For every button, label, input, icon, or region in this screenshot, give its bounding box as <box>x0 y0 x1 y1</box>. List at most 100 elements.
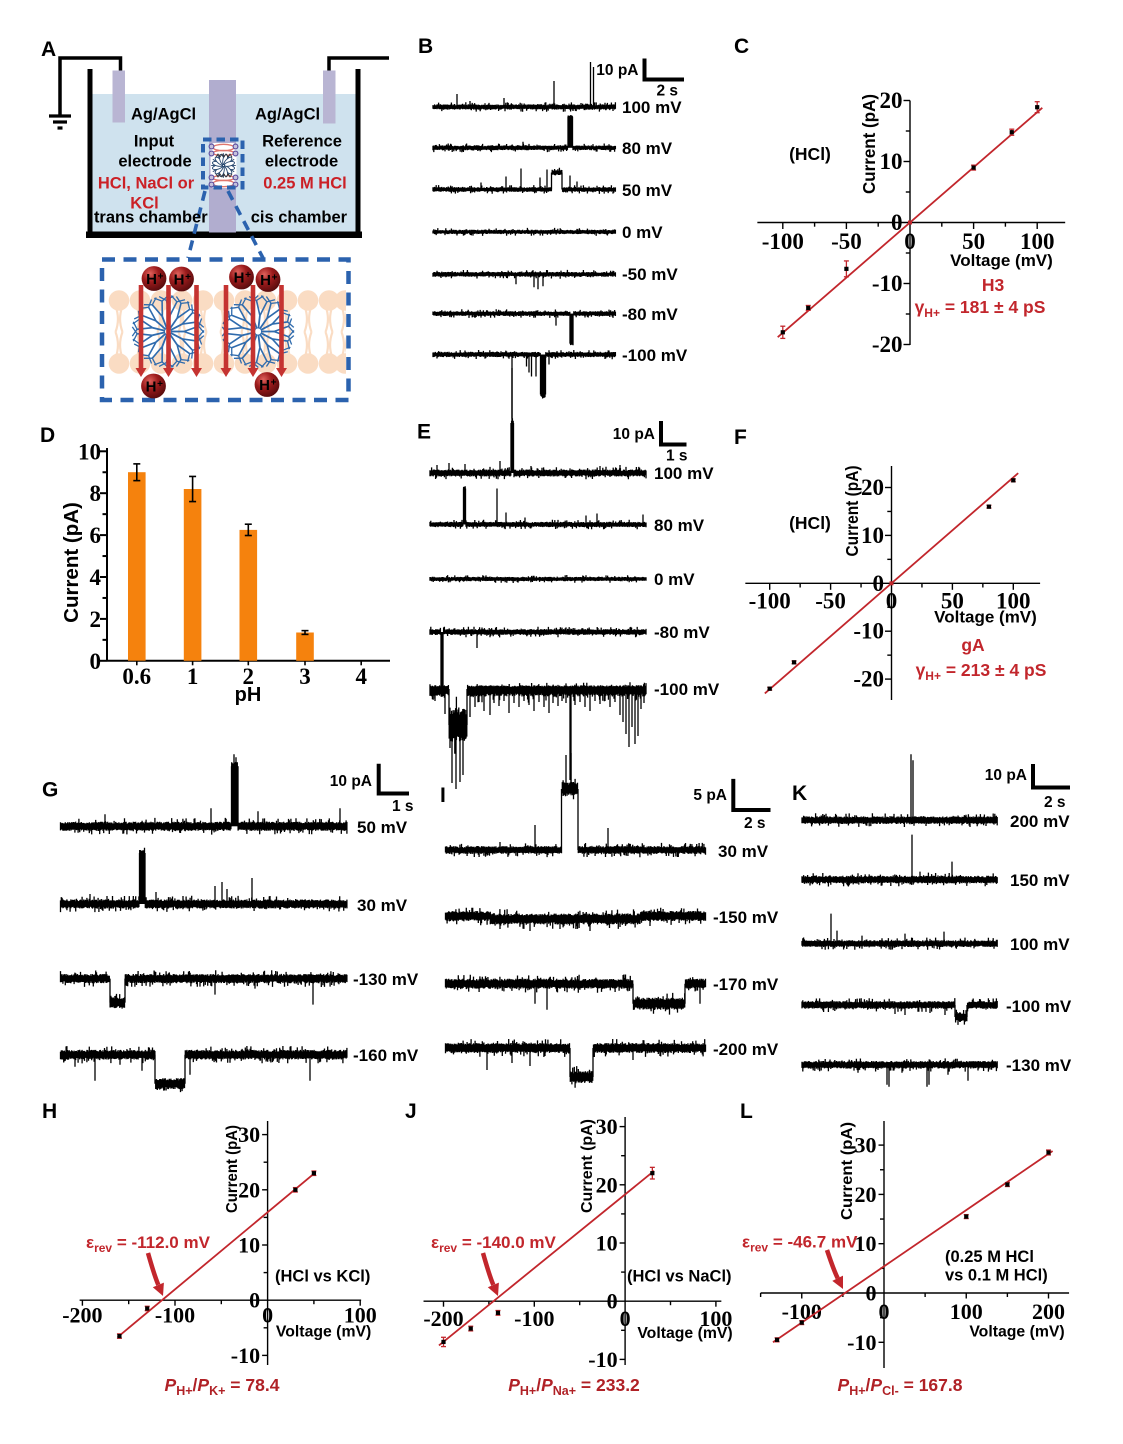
svg-text:electrode: electrode <box>265 153 338 171</box>
svg-text:8: 8 <box>90 481 102 506</box>
svg-text:Current (pA): Current (pA) <box>60 502 83 623</box>
svg-text:+: + <box>158 272 164 283</box>
svg-text:-130 mV: -130 mV <box>1006 1056 1072 1075</box>
svg-text:(HCl vs NaCl): (HCl vs NaCl) <box>627 1268 732 1286</box>
svg-text:Current (pA): Current (pA) <box>224 1125 241 1213</box>
svg-text:4: 4 <box>90 565 102 590</box>
svg-text:Reference: Reference <box>262 133 342 151</box>
svg-text:pH: pH <box>235 684 262 706</box>
svg-text:gA: gA <box>961 635 985 655</box>
svg-text:10: 10 <box>596 1231 618 1256</box>
svg-text:K: K <box>792 782 807 805</box>
svg-text:+: + <box>271 378 277 389</box>
svg-text:0: 0 <box>886 588 898 613</box>
svg-text:cis chamber: cis chamber <box>251 209 348 227</box>
svg-text:-20: -20 <box>872 332 903 357</box>
svg-text:6: 6 <box>90 523 102 548</box>
svg-text:+: + <box>272 273 278 284</box>
svg-text:(HCl): (HCl) <box>789 513 831 533</box>
svg-text:B: B <box>418 35 433 58</box>
svg-text:+: + <box>185 272 191 283</box>
svg-text:-200 mV: -200 mV <box>713 1040 779 1059</box>
svg-text:100 mV: 100 mV <box>622 98 682 117</box>
svg-text:10 pA: 10 pA <box>613 426 655 443</box>
svg-text:H3: H3 <box>982 275 1005 295</box>
svg-text:H: H <box>146 379 157 396</box>
svg-text:-160 mV: -160 mV <box>353 1046 419 1065</box>
svg-text:20: 20 <box>238 1177 260 1202</box>
svg-text:10: 10 <box>861 523 884 548</box>
svg-text:0: 0 <box>249 1288 260 1313</box>
svg-text:+: + <box>157 379 163 390</box>
svg-text:30 mV: 30 mV <box>718 842 769 861</box>
svg-text:H: H <box>234 270 245 287</box>
svg-text:+: + <box>245 270 251 281</box>
svg-text:1 s: 1 s <box>392 798 414 815</box>
svg-text:0 mV: 0 mV <box>622 223 663 242</box>
svg-text:Voltage (mV): Voltage (mV) <box>276 1324 371 1341</box>
svg-text:Voltage (mV): Voltage (mV) <box>950 251 1053 270</box>
svg-text:Input: Input <box>134 133 175 151</box>
svg-text:-100: -100 <box>155 1303 195 1328</box>
svg-text:0: 0 <box>90 649 102 674</box>
svg-text:30: 30 <box>855 1133 877 1158</box>
svg-text:10 pA: 10 pA <box>596 62 638 79</box>
svg-text:-100 mV: -100 mV <box>622 346 688 365</box>
svg-text:-150 mV: -150 mV <box>713 908 779 927</box>
svg-text:20: 20 <box>596 1172 618 1197</box>
svg-text:3: 3 <box>299 664 311 689</box>
svg-text:-80 mV: -80 mV <box>654 623 710 642</box>
svg-text:50 mV: 50 mV <box>357 818 408 837</box>
svg-text:2 s: 2 s <box>656 83 678 100</box>
svg-text:-100: -100 <box>749 588 791 613</box>
svg-text:electrode: electrode <box>118 153 191 171</box>
svg-text:J: J <box>405 1100 417 1123</box>
svg-text:E: E <box>417 421 431 444</box>
svg-text:-80 mV: -80 mV <box>622 305 678 324</box>
svg-text:100: 100 <box>950 1299 983 1324</box>
svg-text:G: G <box>42 779 58 802</box>
svg-text:30: 30 <box>596 1114 618 1139</box>
svg-text:-50 mV: -50 mV <box>622 265 678 284</box>
svg-text:vs 0.1 M HCl): vs 0.1 M HCl) <box>945 1267 1048 1285</box>
svg-text:F: F <box>734 426 747 449</box>
svg-text:Ag/AgCl: Ag/AgCl <box>255 106 320 124</box>
svg-text:Voltage (mV): Voltage (mV) <box>637 1325 732 1342</box>
svg-text:-100: -100 <box>514 1306 554 1331</box>
svg-text:Current (pA): Current (pA) <box>842 466 862 557</box>
svg-text:-100: -100 <box>762 229 804 254</box>
svg-text:H: H <box>42 1100 57 1123</box>
svg-text:Current (pA): Current (pA) <box>859 94 879 194</box>
svg-text:4: 4 <box>355 664 367 689</box>
svg-text:-100 mV: -100 mV <box>1006 997 1072 1016</box>
svg-text:H: H <box>259 377 270 394</box>
svg-text:10: 10 <box>880 149 903 174</box>
svg-text:(HCl): (HCl) <box>789 144 831 164</box>
svg-text:1 s: 1 s <box>666 448 688 465</box>
svg-text:-10: -10 <box>231 1343 260 1368</box>
svg-text:0: 0 <box>262 1303 273 1328</box>
svg-text:Ag/AgCl: Ag/AgCl <box>131 106 196 124</box>
svg-text:100 mV: 100 mV <box>654 464 714 483</box>
svg-text:-10: -10 <box>853 619 884 644</box>
svg-text:0: 0 <box>620 1306 631 1331</box>
svg-text:A: A <box>41 38 56 61</box>
svg-text:trans chamber: trans chamber <box>94 209 208 227</box>
svg-text:10: 10 <box>78 439 101 464</box>
svg-text:100 mV: 100 mV <box>1010 935 1070 954</box>
svg-text:30 mV: 30 mV <box>357 896 408 915</box>
svg-text:-200: -200 <box>62 1303 102 1328</box>
svg-text:-170 mV: -170 mV <box>713 975 779 994</box>
svg-text:10: 10 <box>238 1233 260 1258</box>
svg-text:0: 0 <box>607 1289 618 1314</box>
svg-text:-100 mV: -100 mV <box>654 680 720 699</box>
svg-text:200 mV: 200 mV <box>1010 812 1070 831</box>
svg-text:H: H <box>146 271 157 288</box>
svg-text:150 mV: 150 mV <box>1010 871 1070 890</box>
svg-text:0.6: 0.6 <box>122 664 151 689</box>
svg-text:-200: -200 <box>423 1306 463 1331</box>
svg-text:0: 0 <box>866 1281 877 1306</box>
svg-text:10 pA: 10 pA <box>330 773 372 790</box>
svg-text:0.25 M HCl: 0.25 M HCl <box>263 175 346 193</box>
svg-text:30: 30 <box>238 1122 260 1147</box>
